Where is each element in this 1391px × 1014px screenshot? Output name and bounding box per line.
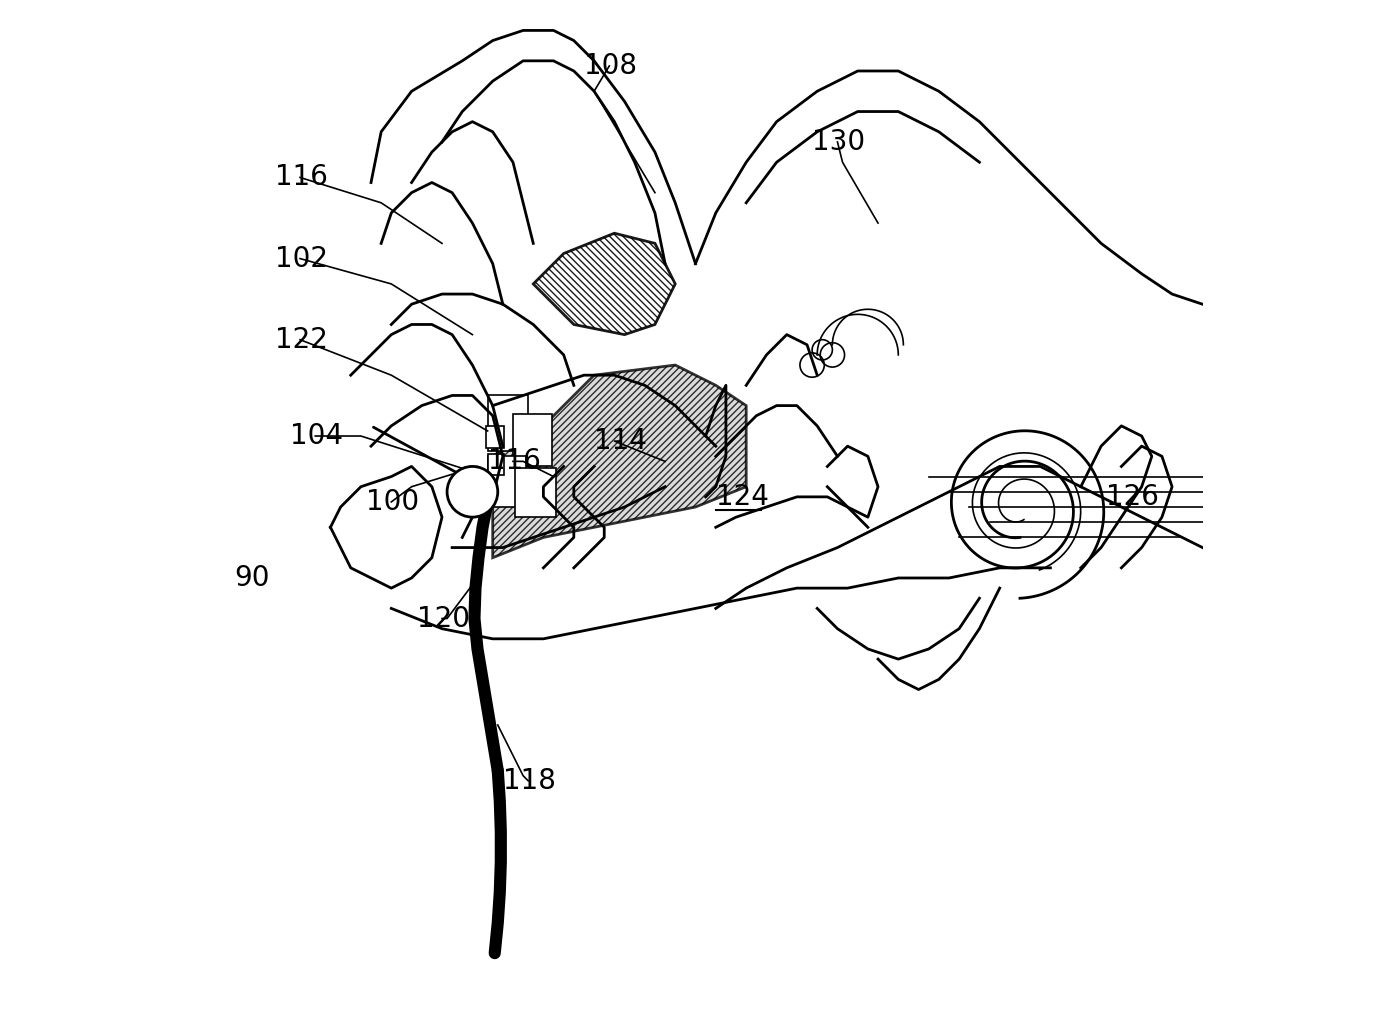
Text: 120: 120 (417, 604, 470, 633)
Text: 104: 104 (289, 422, 344, 450)
Text: 102: 102 (274, 244, 328, 273)
Bar (515, 468, 555, 517)
Text: 90: 90 (234, 564, 270, 592)
Circle shape (447, 466, 498, 517)
Text: 126: 126 (1106, 483, 1159, 511)
Text: 100: 100 (366, 488, 419, 516)
Bar (488, 395, 529, 451)
Text: 130: 130 (812, 128, 865, 156)
Bar (513, 414, 551, 466)
Polygon shape (492, 365, 746, 558)
Bar (485, 426, 504, 448)
Text: 118: 118 (502, 767, 556, 795)
Text: 114: 114 (594, 427, 647, 455)
Bar (488, 456, 526, 507)
Text: 122: 122 (274, 325, 327, 354)
Bar (488, 454, 504, 475)
Polygon shape (533, 233, 675, 335)
Text: 116: 116 (488, 447, 541, 476)
Text: 108: 108 (584, 52, 637, 80)
Text: 124: 124 (716, 483, 769, 511)
Text: 116: 116 (274, 163, 327, 192)
